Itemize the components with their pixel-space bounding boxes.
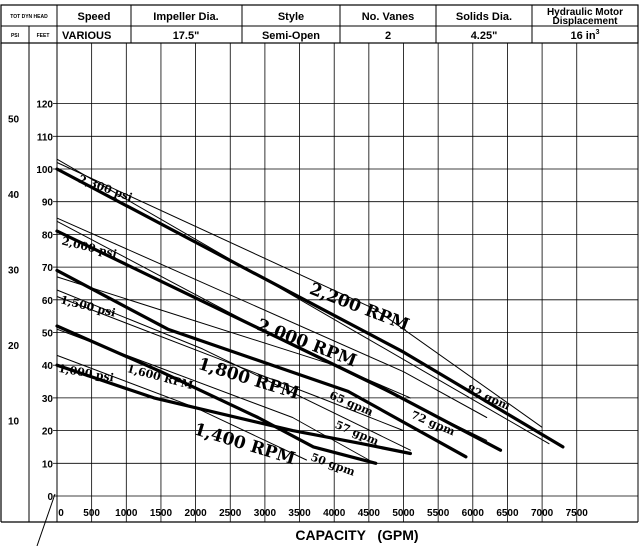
psi-tick-label: 10 [8,416,20,427]
curve-label: 72 gpm [409,408,457,438]
curve-82-gpm [56,162,543,428]
psi-tick-label: 50 [8,114,20,125]
header-speed-label: Speed [77,11,110,23]
y-tick-label: 70 [42,263,54,274]
header-psi-label: PSI [11,33,20,39]
y-tick-label: 40 [42,361,54,372]
y-axis-psi-ticks: 10 20 30 40 50 [8,114,20,427]
y-tick-label: 20 [42,427,54,438]
header-style-label: Style [278,11,304,23]
x-tick-label: 6500 [496,508,519,519]
header-solids-value: 4.25" [471,30,498,42]
x-tick-label: 3500 [288,508,311,519]
header-motor-label-line2: Displacement [552,16,618,27]
x-tick-label: 2000 [184,508,207,519]
header-speed-value: VARIOUS [62,30,111,42]
x-tick-label: 4000 [323,508,346,519]
x-tick-label: 2500 [219,508,242,519]
axis-slash [36,493,56,546]
header-motor-value: 16 in3 [571,29,600,42]
curve-2-000-psi [56,220,488,441]
header-vanes-value: 2 [385,30,391,42]
x-tick-label: 7000 [531,508,554,519]
curve-72-gpm [56,217,488,418]
y-tick-label: 10 [42,459,54,470]
curve-2-200-rpm [55,167,565,449]
header-impeller-label: Impeller Dia. [153,11,218,23]
curve-65-gpm [56,276,411,399]
header-feet-label: FEET [37,33,50,39]
header-tdh-label: TOT DYN HEAD [10,14,48,20]
curve-label: 1,600 RPM [126,362,195,392]
curve-1-600-rpm [55,363,412,456]
x-tick-label: 5500 [427,508,450,519]
x-tick-label: 1500 [150,508,173,519]
curve-57-gpm [56,296,404,432]
x-axis-title: CAPACITY (GPM) [295,527,418,543]
curve-1-400-rpm [55,324,378,465]
y-tick-label: 50 [42,329,54,340]
header-border [0,4,639,44]
header-motor-value-sup: 3 [596,29,600,36]
curve-1-000-psi [56,354,307,461]
header-style-value: Semi-Open [262,30,320,42]
x-tick-label: 6000 [462,508,485,519]
curve-1-800-rpm [55,268,468,459]
x-tick-label: 0 [58,508,64,519]
left-axis-frame [0,43,639,546]
y-axis-feet-ticks: 0 10 20 30 40 50 60 70 80 90 100 110 120 [36,100,57,503]
x-tick-label: 4500 [358,508,381,519]
header-motor-value-text: 16 in [571,30,596,42]
y-tick-label: 110 [37,132,54,143]
y-tick-label: 100 [36,165,53,176]
spec-header-table: TOT DYN HEAD PSI FEET Speed Impeller Dia… [0,4,639,44]
y-tick-label: 30 [42,394,54,405]
curve-50-gpm [56,328,370,461]
header-impeller-value: 17.5" [173,30,200,42]
x-tick-label: 3000 [254,508,277,519]
x-tick-label: 500 [83,508,100,519]
x-axis-ticks: 0 500 1000 1500 2000 2500 3000 3500 4000 4500 5000… [58,508,588,519]
curve-2-000-rpm [55,229,503,452]
psi-tick-label: 40 [8,190,20,201]
y-tick-label: 120 [36,100,53,111]
psi-tick-label: 30 [8,265,20,276]
y-tick-label: 0 [47,492,53,503]
grid [57,43,638,522]
header-solids-label: Solids Dia. [456,11,512,23]
header-vanes-label: No. Vanes [362,11,415,23]
y-tick-label: 80 [42,230,54,241]
header-motor-label-line1: Hydraulic Motor [547,7,623,18]
curve-1-500-psi [56,289,411,451]
curve-2-300-psi [56,158,550,445]
x-tick-label: 1000 [115,508,138,519]
y-tick-label: 60 [42,296,54,307]
curve-label: 2,300 psi [77,173,134,204]
y-tick-label: 90 [42,198,54,209]
x-tick-label: 7500 [566,508,589,519]
x-tick-label: 5000 [392,508,415,519]
psi-tick-label: 20 [8,341,20,352]
curves [55,158,565,465]
